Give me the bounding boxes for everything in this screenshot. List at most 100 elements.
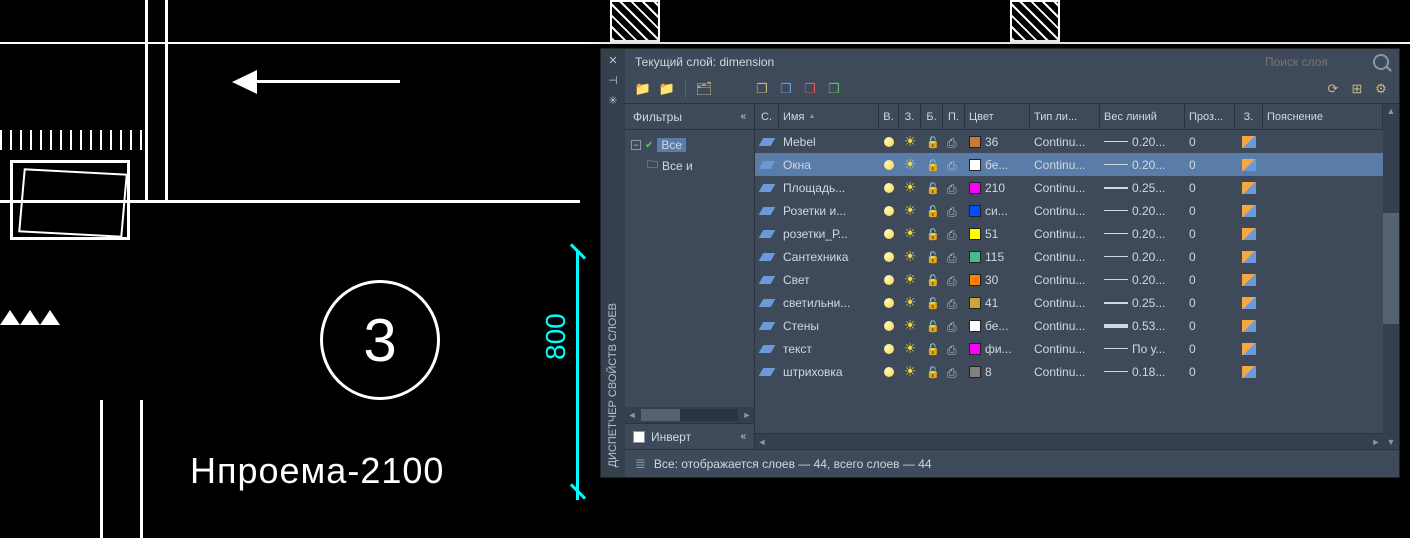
layer-name[interactable]: светильни...	[779, 291, 879, 314]
layer-linetype[interactable]: Continu...	[1030, 360, 1100, 383]
layer-lock-icon[interactable]: 🔓	[921, 314, 943, 337]
scroll-up-icon[interactable]: ▲	[1383, 104, 1399, 118]
col-transparency[interactable]: Проз...	[1185, 104, 1235, 129]
layer-description[interactable]	[1263, 199, 1383, 222]
layer-linetype[interactable]: Continu...	[1030, 222, 1100, 245]
scroll-right-icon[interactable]: ►	[740, 407, 754, 423]
col-name[interactable]: Имя	[779, 104, 879, 129]
layer-color[interactable]: си...	[965, 199, 1030, 222]
layer-newvp-icon[interactable]	[1235, 130, 1263, 153]
col-linetype[interactable]: Тип ли...	[1030, 104, 1100, 129]
layer-lineweight[interactable]: 0.20...	[1100, 268, 1185, 291]
new-group-filter-icon[interactable]: 📁	[657, 79, 677, 99]
layer-transparency[interactable]: 0	[1185, 130, 1235, 153]
layer-lineweight[interactable]: По у...	[1100, 337, 1185, 360]
refresh-icon[interactable]: ⟳	[1323, 79, 1343, 99]
tree-expand-icon[interactable]: −	[631, 140, 641, 150]
layer-description[interactable]	[1263, 268, 1383, 291]
col-plot[interactable]: П.	[943, 104, 965, 129]
layer-freeze-icon[interactable]: ☀	[899, 268, 921, 291]
layer-newvp-icon[interactable]	[1235, 268, 1263, 291]
layer-name[interactable]: Окна	[779, 153, 879, 176]
layer-linetype[interactable]: Continu...	[1030, 199, 1100, 222]
layer-row[interactable]: Свет☀🔓⎙30Continu...0.20...0	[755, 268, 1383, 291]
layer-description[interactable]	[1263, 222, 1383, 245]
layer-on-icon[interactable]	[879, 360, 899, 383]
layer-row[interactable]: Стены☀🔓⎙бе...Continu...0.53...0	[755, 314, 1383, 337]
layer-on-icon[interactable]	[879, 199, 899, 222]
layer-on-icon[interactable]	[879, 291, 899, 314]
scroll-thumb[interactable]	[1383, 213, 1399, 324]
layer-name[interactable]: Площадь...	[779, 176, 879, 199]
scroll-left-icon[interactable]: ◄	[625, 407, 639, 423]
layer-linetype[interactable]: Continu...	[1030, 291, 1100, 314]
layer-transparency[interactable]: 0	[1185, 314, 1235, 337]
layer-lock-icon[interactable]: 🔓	[921, 199, 943, 222]
layer-row[interactable]: Сантехника☀🔓⎙115Continu...0.20...0	[755, 245, 1383, 268]
layer-name[interactable]: текст	[779, 337, 879, 360]
layer-transparency[interactable]: 0	[1185, 337, 1235, 360]
layer-description[interactable]	[1263, 314, 1383, 337]
layer-plot-icon[interactable]: ⎙	[943, 199, 965, 222]
collapse-filters-icon[interactable]: «	[740, 111, 746, 122]
search-icon[interactable]	[1373, 54, 1389, 70]
delete-layer-icon[interactable]: ❐	[800, 79, 820, 99]
layer-newvp-icon[interactable]	[1235, 291, 1263, 314]
layer-transparency[interactable]: 0	[1185, 360, 1235, 383]
layer-newvp-icon[interactable]	[1235, 153, 1263, 176]
layer-on-icon[interactable]	[879, 222, 899, 245]
layer-freeze-icon[interactable]: ☀	[899, 360, 921, 383]
col-status[interactable]: С.	[755, 104, 779, 129]
layer-on-icon[interactable]	[879, 130, 899, 153]
layer-newvp-icon[interactable]	[1235, 314, 1263, 337]
layer-name[interactable]: Свет	[779, 268, 879, 291]
layer-name[interactable]: штриховка	[779, 360, 879, 383]
layer-name[interactable]: розетки_Р...	[779, 222, 879, 245]
layer-linetype[interactable]: Continu...	[1030, 176, 1100, 199]
col-on[interactable]: В.	[879, 104, 899, 129]
layer-freeze-icon[interactable]: ☀	[899, 199, 921, 222]
new-filter-icon[interactable]: 📁	[633, 79, 653, 99]
layers-hscrollbar[interactable]: ◄ ►	[755, 433, 1383, 449]
layer-freeze-icon[interactable]: ☀	[899, 176, 921, 199]
layer-lock-icon[interactable]: 🔓	[921, 176, 943, 199]
layer-linetype[interactable]: Continu...	[1030, 130, 1100, 153]
layer-lock-icon[interactable]: 🔓	[921, 222, 943, 245]
layer-transparency[interactable]: 0	[1185, 268, 1235, 291]
col-color[interactable]: Цвет	[965, 104, 1030, 129]
col-description[interactable]: Пояснение	[1263, 104, 1383, 129]
layer-lineweight[interactable]: 0.20...	[1100, 153, 1185, 176]
scroll-right-icon[interactable]: ►	[1369, 434, 1383, 449]
search-input[interactable]	[1265, 55, 1365, 69]
layer-color[interactable]: 51	[965, 222, 1030, 245]
layer-name[interactable]: Сантехника	[779, 245, 879, 268]
layer-name[interactable]: Стены	[779, 314, 879, 337]
layer-newvp-icon[interactable]	[1235, 222, 1263, 245]
layer-row[interactable]: текст☀🔓⎙фи...Continu...По у...0	[755, 337, 1383, 360]
layer-lock-icon[interactable]: 🔓	[921, 245, 943, 268]
layer-newvp-icon[interactable]	[1235, 245, 1263, 268]
layer-row[interactable]: Площадь...☀🔓⎙210Continu...0.25...0	[755, 176, 1383, 199]
layer-color[interactable]: фи...	[965, 337, 1030, 360]
layer-lineweight[interactable]: 0.20...	[1100, 245, 1185, 268]
layer-plot-icon[interactable]: ⎙	[943, 245, 965, 268]
layer-row[interactable]: штриховка☀🔓⎙8Continu...0.18...0	[755, 360, 1383, 383]
layer-freeze-icon[interactable]: ☀	[899, 130, 921, 153]
close-icon[interactable]: ✕	[606, 53, 620, 67]
new-layer-vp-icon[interactable]: ❐	[776, 79, 796, 99]
layer-description[interactable]	[1263, 337, 1383, 360]
settings-icon[interactable]: ⚙	[1371, 79, 1391, 99]
layer-lineweight[interactable]: 0.53...	[1100, 314, 1185, 337]
collapse-invert-icon[interactable]: «	[740, 431, 746, 442]
layer-on-icon[interactable]	[879, 176, 899, 199]
col-lineweight[interactable]: Вес линий	[1100, 104, 1185, 129]
col-lock[interactable]: Б.	[921, 104, 943, 129]
layer-row[interactable]: светильни...☀🔓⎙41Continu...0.25...0	[755, 291, 1383, 314]
tree-item-all-used[interactable]: 🗀 Все и	[629, 154, 750, 177]
layer-lineweight[interactable]: 0.18...	[1100, 360, 1185, 383]
layer-lineweight[interactable]: 0.25...	[1100, 291, 1185, 314]
layer-lock-icon[interactable]: 🔓	[921, 130, 943, 153]
layer-linetype[interactable]: Continu...	[1030, 153, 1100, 176]
layer-newvp-icon[interactable]	[1235, 199, 1263, 222]
new-layer-icon[interactable]: ❐	[752, 79, 772, 99]
